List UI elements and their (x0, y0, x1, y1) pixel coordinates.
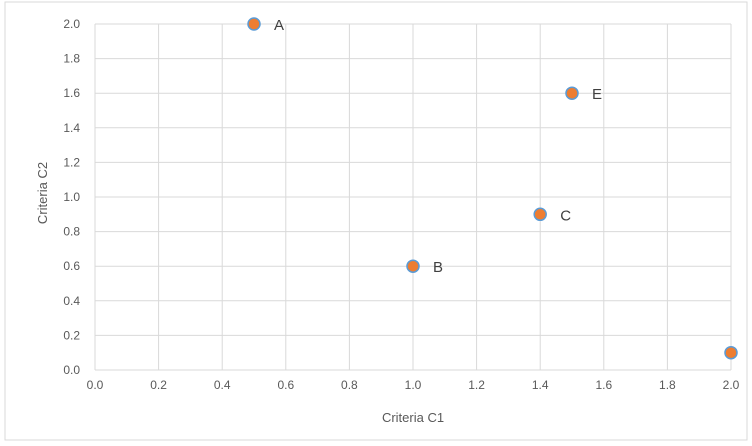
x-axis-title: Criteria C1 (382, 410, 444, 425)
x-tick-label: 1.0 (405, 378, 422, 392)
y-tick-label: 1.6 (63, 86, 80, 100)
point-label-c: C (560, 207, 571, 224)
y-tick-label: 1.8 (63, 52, 80, 66)
y-tick-label: 1.2 (63, 155, 80, 169)
x-tick-label: 1.6 (595, 378, 612, 392)
chart-area-border (4, 1, 748, 441)
point-label-b: B (433, 259, 443, 276)
y-tick-label: 1.4 (63, 121, 80, 135)
gridlines (94, 23, 732, 371)
y-tick-label: 0.0 (63, 363, 80, 377)
y-tick-label: 0.2 (63, 328, 80, 342)
x-tick-label: 1.8 (659, 378, 676, 392)
tick-labels: 0.0 0.2 0.4 0.6 0.8 1.0 1.2 1.4 1.6 1.8 2.0 0.0 0.2 0… (63, 17, 739, 392)
data-points (247, 17, 738, 360)
point-label-e: E (592, 86, 602, 103)
data-point-a (247, 17, 261, 31)
y-axis-title: Criteria C2 (35, 162, 50, 224)
x-tick-label: 0.0 (87, 378, 104, 392)
data-point-d (724, 345, 738, 360)
data-point-b (406, 259, 420, 273)
data-point-c (533, 207, 547, 222)
y-tick-label: 1.0 (63, 190, 80, 204)
y-tick-label: 0.4 (63, 294, 80, 308)
x-tick-label: 1.4 (532, 378, 549, 392)
y-tick-label: 0.8 (63, 225, 80, 239)
point-label-a: A (274, 17, 284, 34)
data-point-e (565, 86, 579, 100)
y-tick-label: 0.6 (63, 259, 80, 273)
x-tick-label: 0.6 (277, 378, 294, 392)
x-tick-label: 1.2 (468, 378, 485, 392)
x-tick-label: 2.0 (723, 378, 740, 392)
x-tick-label: 0.4 (214, 378, 231, 392)
x-tick-label: 0.8 (341, 378, 358, 392)
x-tick-label: 0.2 (150, 378, 167, 392)
y-tick-label: 2.0 (63, 17, 80, 31)
